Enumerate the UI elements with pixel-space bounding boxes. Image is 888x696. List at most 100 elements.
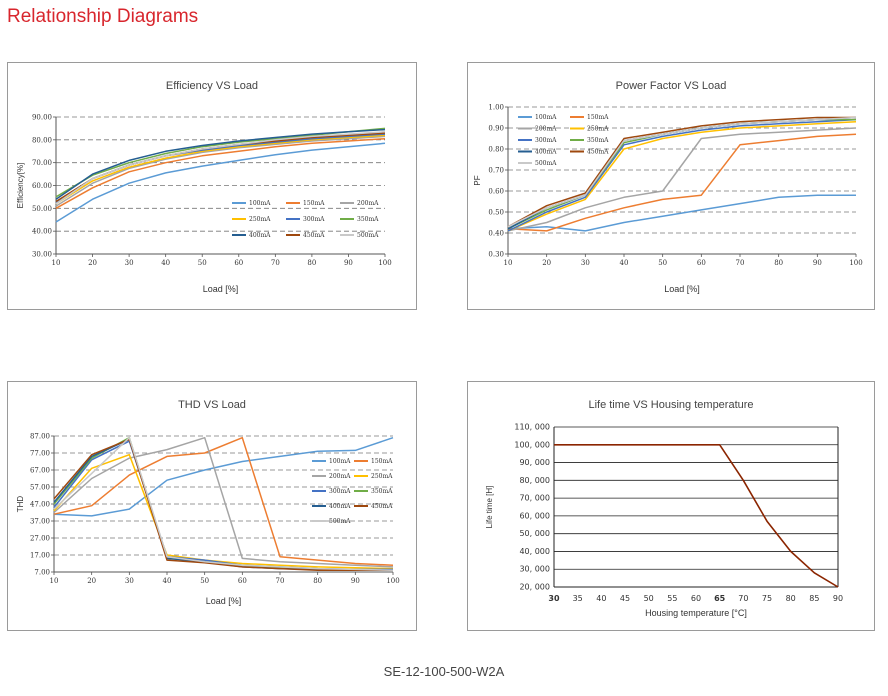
x-tick-label: 20: [88, 259, 97, 267]
y-tick-label: 40, 000: [519, 547, 550, 556]
legend-label: 350mA: [357, 216, 379, 223]
page-title: Relationship Diagrams: [7, 6, 199, 27]
y-tick-label: 27.00: [30, 535, 50, 543]
x-tick-label: 60: [691, 594, 701, 603]
y-tick-label: 0.60: [488, 188, 504, 196]
series-line-300mA: [507, 118, 857, 232]
x-tick-label: 10: [52, 259, 61, 267]
power-factor-chart: Power Factor VS Load 0.30 0.40 0.50 0.60 0.70…: [473, 80, 863, 294]
y-tick-label: 100, 000: [514, 440, 550, 449]
chart-title: Power Factor VS Load: [616, 80, 727, 92]
x-axis-label: Load [%]: [664, 284, 700, 294]
x-tick-label: 100: [378, 259, 391, 267]
model-number: SE-12-100-500-W2A: [383, 664, 505, 679]
x-tick-label: 100: [849, 259, 862, 267]
legend-label: 150mA: [303, 200, 325, 207]
series-line-250mA: [55, 134, 386, 205]
legend-label: 100mA: [329, 458, 351, 465]
power-factor-chart-panel: Power Factor VS Load 0.30 0.40 0.50 0.60 0.70…: [467, 62, 875, 310]
y-tick-label: 50, 000: [519, 529, 550, 538]
x-tick-label: 50: [200, 577, 209, 585]
x-tick-label: 60: [697, 259, 706, 267]
legend-label: 100mA: [535, 114, 557, 121]
x-tick-label: 20: [542, 259, 551, 267]
series-line-100mA: [53, 436, 394, 517]
x-tick-label: 65: [714, 594, 726, 603]
y-tick-label: 57.00: [30, 484, 50, 492]
y-tick-label: 0.80: [488, 146, 504, 154]
y-tick-label: 70.00: [32, 159, 52, 167]
y-tick-label: 67.00: [30, 467, 50, 475]
x-tick-label: 30: [125, 577, 134, 585]
x-tick-label: 30: [548, 594, 560, 603]
x-tick-label: 55: [667, 594, 677, 603]
legend-label: 350mA: [371, 488, 393, 495]
x-tick-label: 85: [809, 594, 819, 603]
x-tick-label: 40: [161, 259, 170, 267]
legend-label: 450mA: [371, 503, 393, 510]
chart-title: Life time VS Housing temperature: [588, 399, 753, 411]
x-tick-label: 60: [238, 577, 247, 585]
chart-title: Efficiency VS Load: [166, 80, 258, 92]
y-axis-label: Efficiency[%]: [16, 163, 25, 209]
y-tick-label: 17.00: [30, 552, 50, 560]
legend-label: 250mA: [249, 216, 271, 223]
lifetime-chart: Life time VS Housing temperature 20, 000 3…: [485, 399, 843, 618]
lifetime-chart-panel: Life time VS Housing temperature 20, 000 3…: [467, 381, 875, 631]
series-line-200mA: [507, 127, 857, 232]
y-tick-label: 60, 000: [519, 511, 550, 520]
y-tick-label: 0.50: [488, 209, 504, 217]
series-line-150mA: [507, 133, 857, 232]
x-tick-label: 40: [620, 259, 629, 267]
x-tick-label: 50: [198, 259, 207, 267]
x-tick-label: 90: [344, 259, 353, 267]
legend-label: 450mA: [587, 149, 609, 156]
y-tick-label: 30, 000: [519, 565, 550, 574]
legend-label: 150mA: [587, 114, 609, 121]
x-tick-label: 90: [813, 259, 822, 267]
y-tick-label: 0.30: [488, 251, 504, 259]
x-tick-label: 90: [351, 577, 360, 585]
thd-chart: THD VS Load 7.00 17.00 27.00 37.00 47.00 57.00…: [16, 399, 400, 606]
x-axis-label: Housing temperature [°C]: [645, 608, 747, 618]
y-tick-label: 50.00: [32, 205, 52, 213]
legend-label: 500mA: [329, 518, 351, 525]
x-tick-label: 80: [774, 259, 783, 267]
x-tick-label: 100: [386, 577, 399, 585]
y-tick-label: 60.00: [32, 182, 52, 190]
y-tick-label: 1.00: [488, 104, 504, 112]
legend-label: 250mA: [371, 473, 393, 480]
thd-chart-panel: THD VS Load 7.00 17.00 27.00 37.00 47.00 57.00…: [7, 381, 417, 631]
x-tick-label: 30: [125, 259, 134, 267]
y-tick-label: 77.00: [30, 450, 50, 458]
series-line-150mA: [53, 436, 394, 566]
series-line-450mA: [53, 438, 393, 572]
x-tick-label: 30: [581, 259, 590, 267]
legend-label: 200mA: [535, 126, 557, 133]
x-tick-label: 20: [87, 577, 96, 585]
legend-label: 200mA: [329, 473, 351, 480]
x-tick-label: 90: [833, 594, 843, 603]
series-line: [554, 443, 839, 588]
y-tick-label: 87.00: [30, 433, 50, 441]
series-line-100mA: [55, 142, 386, 223]
series-line-250mA: [507, 120, 857, 232]
legend-label: 300mA: [303, 216, 325, 223]
chart-title: THD VS Load: [178, 399, 246, 411]
y-tick-label: 30.00: [32, 251, 52, 259]
x-tick-label: 70: [736, 259, 745, 267]
y-tick-label: 40.00: [32, 228, 52, 236]
y-tick-label: 70, 000: [519, 494, 550, 503]
y-tick-label: 47.00: [30, 501, 50, 509]
y-tick-label: 80, 000: [519, 476, 550, 485]
x-tick-label: 40: [163, 577, 172, 585]
x-tick-label: 35: [573, 594, 583, 603]
x-axis-label: Load [%]: [206, 596, 242, 606]
x-tick-label: 10: [50, 577, 59, 585]
series-line-500mA: [55, 131, 386, 205]
legend-label: 400mA: [329, 503, 351, 510]
series-line-100mA: [507, 194, 856, 232]
legend-label: 450mA: [303, 232, 325, 239]
series-line-500mA: [53, 436, 394, 572]
series-line-200mA: [53, 436, 394, 568]
